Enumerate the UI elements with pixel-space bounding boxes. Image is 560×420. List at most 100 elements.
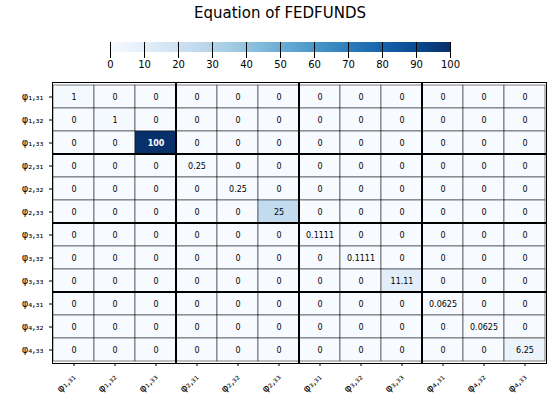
svg-text:φ₄,₃₁: φ₄,₃₁ xyxy=(22,298,44,309)
svg-text:70: 70 xyxy=(342,59,355,70)
svg-text:0: 0 xyxy=(112,254,117,263)
svg-text:0: 0 xyxy=(522,116,527,125)
svg-text:φ₂,₃₁: φ₂,₃₁ xyxy=(22,160,44,171)
svg-text:0: 0 xyxy=(481,208,486,217)
svg-text:0: 0 xyxy=(112,346,117,355)
svg-text:0: 0 xyxy=(153,231,158,240)
svg-text:φ₂,₃₃: φ₂,₃₃ xyxy=(22,206,44,217)
svg-text:0: 0 xyxy=(317,208,322,217)
svg-text:0: 0 xyxy=(440,231,445,240)
svg-text:0: 0 xyxy=(71,323,76,332)
svg-text:0: 0 xyxy=(317,346,322,355)
svg-text:0: 0 xyxy=(112,300,117,309)
svg-text:0: 0 xyxy=(194,277,199,286)
svg-text:0: 0 xyxy=(317,139,322,148)
svg-text:50: 50 xyxy=(274,59,287,70)
svg-text:0: 0 xyxy=(358,346,363,355)
svg-text:0: 0 xyxy=(358,162,363,171)
svg-text:φ₄,₃₃: φ₄,₃₃ xyxy=(22,344,44,355)
svg-text:0: 0 xyxy=(399,254,404,263)
svg-text:φ₂,₃₂: φ₂,₃₂ xyxy=(218,371,241,394)
svg-text:0: 0 xyxy=(440,277,445,286)
svg-text:0: 0 xyxy=(481,139,486,148)
svg-text:0: 0 xyxy=(481,277,486,286)
svg-text:0: 0 xyxy=(440,139,445,148)
svg-text:φ₄,₃₁: φ₄,₃₁ xyxy=(423,371,446,394)
svg-text:10: 10 xyxy=(138,59,151,70)
svg-text:0: 0 xyxy=(235,231,240,240)
svg-text:φ₂,₃₃: φ₂,₃₃ xyxy=(259,371,282,394)
svg-text:0: 0 xyxy=(276,323,281,332)
svg-text:0: 0 xyxy=(522,300,527,309)
svg-text:φ₂,₃₁: φ₂,₃₁ xyxy=(177,371,200,394)
svg-text:0: 0 xyxy=(317,254,322,263)
svg-text:11.11: 11.11 xyxy=(391,277,414,286)
svg-text:0: 0 xyxy=(440,162,445,171)
svg-text:φ₃,₃₂: φ₃,₃₂ xyxy=(341,371,364,394)
svg-text:0: 0 xyxy=(153,346,158,355)
svg-text:0: 0 xyxy=(194,300,199,309)
svg-text:0: 0 xyxy=(276,346,281,355)
svg-text:0: 0 xyxy=(153,93,158,102)
svg-text:0: 0 xyxy=(235,93,240,102)
svg-text:40: 40 xyxy=(240,59,253,70)
svg-text:φ₄,₃₃: φ₄,₃₃ xyxy=(505,371,528,394)
svg-text:0: 0 xyxy=(153,116,158,125)
svg-text:0: 0 xyxy=(317,162,322,171)
svg-text:0: 0 xyxy=(481,231,486,240)
svg-text:0: 0 xyxy=(235,300,240,309)
svg-text:0: 0 xyxy=(112,93,117,102)
svg-text:φ₁,₃₁: φ₁,₃₁ xyxy=(22,91,44,102)
svg-text:0: 0 xyxy=(235,346,240,355)
svg-text:0: 0 xyxy=(112,208,117,217)
svg-text:0: 0 xyxy=(235,277,240,286)
svg-text:0: 0 xyxy=(71,254,76,263)
svg-text:0: 0 xyxy=(399,300,404,309)
svg-text:0: 0 xyxy=(276,254,281,263)
svg-text:0: 0 xyxy=(276,93,281,102)
svg-text:φ₁,₃₁: φ₁,₃₁ xyxy=(54,371,77,394)
svg-text:0: 0 xyxy=(522,162,527,171)
svg-text:0.1111: 0.1111 xyxy=(306,231,334,240)
svg-text:φ₁,₃₂: φ₁,₃₂ xyxy=(22,114,44,125)
svg-text:0: 0 xyxy=(107,59,113,70)
svg-text:0: 0 xyxy=(194,323,199,332)
svg-text:0: 0 xyxy=(194,93,199,102)
svg-text:0: 0 xyxy=(194,346,199,355)
svg-text:0: 0 xyxy=(194,139,199,148)
svg-text:0: 0 xyxy=(153,300,158,309)
svg-text:0: 0 xyxy=(440,323,445,332)
svg-text:0: 0 xyxy=(153,323,158,332)
svg-text:0: 0 xyxy=(358,277,363,286)
svg-text:0: 0 xyxy=(440,116,445,125)
svg-text:0: 0 xyxy=(112,139,117,148)
svg-text:0: 0 xyxy=(440,346,445,355)
svg-text:φ₁,₃₂: φ₁,₃₂ xyxy=(95,371,118,394)
svg-text:0.0625: 0.0625 xyxy=(470,323,498,332)
svg-text:0: 0 xyxy=(399,93,404,102)
svg-text:0: 0 xyxy=(522,93,527,102)
svg-text:0: 0 xyxy=(522,185,527,194)
svg-text:0: 0 xyxy=(153,162,158,171)
svg-text:φ₃,₃₁: φ₃,₃₁ xyxy=(300,371,323,394)
svg-text:1: 1 xyxy=(71,93,76,102)
svg-text:0: 0 xyxy=(399,185,404,194)
svg-text:φ₃,₃₁: φ₃,₃₁ xyxy=(22,229,44,240)
svg-text:0: 0 xyxy=(317,277,322,286)
svg-text:0: 0 xyxy=(276,162,281,171)
svg-text:0: 0 xyxy=(440,254,445,263)
svg-text:φ₁,₃₃: φ₁,₃₃ xyxy=(22,137,44,148)
svg-text:0: 0 xyxy=(440,93,445,102)
svg-text:0: 0 xyxy=(317,323,322,332)
svg-text:0: 0 xyxy=(481,185,486,194)
svg-text:30: 30 xyxy=(206,59,219,70)
svg-text:0: 0 xyxy=(481,254,486,263)
svg-text:0: 0 xyxy=(71,139,76,148)
svg-text:0: 0 xyxy=(153,254,158,263)
svg-text:0: 0 xyxy=(399,323,404,332)
svg-text:0: 0 xyxy=(194,254,199,263)
svg-text:0: 0 xyxy=(481,346,486,355)
svg-text:25: 25 xyxy=(274,208,284,217)
svg-text:0: 0 xyxy=(358,208,363,217)
svg-text:0: 0 xyxy=(358,300,363,309)
